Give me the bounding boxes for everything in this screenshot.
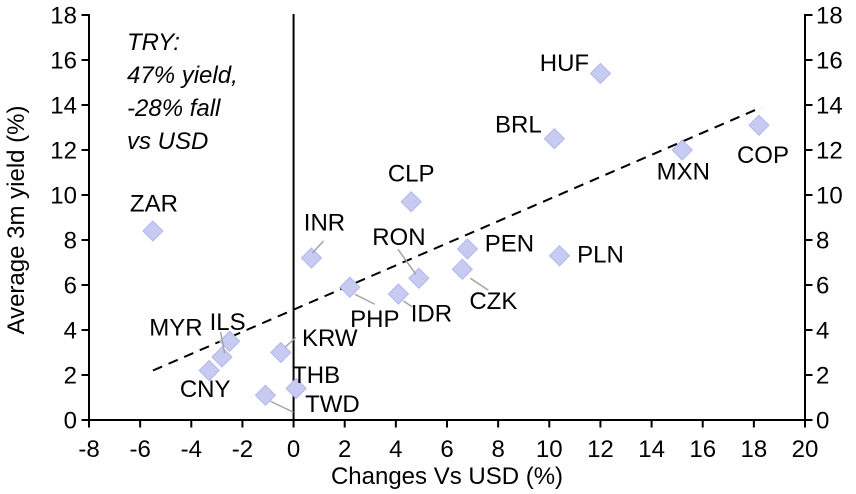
x-tick-label: 10: [536, 436, 563, 463]
point-label-KRW: KRW: [302, 325, 358, 352]
point-label-MYR: MYR: [149, 315, 202, 342]
y-tick-label-right: 10: [816, 183, 843, 210]
data-point-CLP: [400, 191, 422, 213]
x-tick-label: 18: [741, 436, 768, 463]
x-axis-title: Changes Vs USD (%): [331, 463, 563, 490]
y-tick-label-left: 4: [64, 318, 77, 345]
point-label-IDR: IDR: [411, 301, 452, 328]
x-tick-label: 2: [338, 436, 351, 463]
point-label-PEN: PEN: [485, 231, 534, 258]
data-point-PEN: [456, 238, 479, 260]
x-tick-label: -6: [129, 436, 150, 463]
y-tick-label-left: 8: [64, 228, 77, 255]
data-point-TWD: [254, 384, 277, 406]
leader-line-INR: [311, 240, 325, 254]
leader-line-TWD: [270, 400, 294, 413]
y-tick-label-left: 14: [50, 93, 77, 120]
leader-line-RON: [397, 248, 417, 275]
data-point-BRL: [543, 128, 566, 150]
x-tick-label: 8: [491, 436, 504, 463]
data-point-PLN: [548, 245, 571, 267]
x-tick-label: 0: [287, 436, 300, 463]
point-label-COP: COP: [737, 142, 789, 169]
data-point-ZAR: [142, 220, 164, 242]
y-tick-label-right: 4: [816, 318, 829, 345]
data-point-COP: [748, 114, 770, 136]
y-tick-label-right: 8: [816, 228, 829, 255]
data-point-HUF: [589, 62, 612, 85]
point-label-CZK: CZK: [469, 288, 517, 315]
y-tick-label-right: 14: [816, 93, 843, 120]
annotation-line: vs USD: [127, 128, 208, 155]
data-point-PHP: [339, 276, 361, 298]
point-label-MXN: MXN: [657, 159, 710, 186]
annotation-line: 47% yield,: [127, 62, 238, 89]
point-label-TWD: TWD: [305, 391, 360, 418]
x-tick-label: 20: [792, 436, 819, 463]
x-tick-label: -8: [78, 436, 99, 463]
y-tick-label-right: 12: [816, 138, 843, 165]
x-tick-label: 14: [638, 436, 665, 463]
trend-line: [152, 106, 762, 372]
data-point-MYR: [211, 346, 233, 368]
point-label-CLP: CLP: [388, 160, 435, 187]
point-label-THB: THB: [292, 362, 340, 389]
annotation-line: -28% fall: [127, 95, 221, 122]
point-label-HUF: HUF: [540, 50, 589, 77]
data-point-CNY: [198, 359, 220, 382]
y-tick-label-left: 6: [64, 273, 77, 300]
data-point-INR: [300, 247, 323, 269]
leader-line-PHP: [354, 293, 376, 305]
point-label-PHP: PHP: [350, 306, 399, 333]
leader-line-KRW: [284, 336, 297, 349]
y-tick-label-right: 16: [816, 48, 843, 75]
leader-line-IDR: [402, 300, 413, 308]
point-label-INR: INR: [304, 210, 345, 237]
x-tick-label: 6: [440, 436, 453, 463]
x-tick-label: 16: [689, 436, 716, 463]
x-tick-label: -2: [232, 436, 253, 463]
y-tick-label-left: 12: [50, 138, 77, 165]
data-point-RON: [408, 267, 430, 289]
annotation-try: TRY: 47% yield, -28% fall vs USD: [127, 29, 238, 155]
leader-line-ILS: [219, 332, 226, 354]
y-tick-label-right: 6: [816, 273, 829, 300]
point-label-RON: RON: [372, 224, 425, 251]
x-tick-label: 4: [389, 436, 402, 463]
data-point-THB: [285, 377, 307, 400]
y-tick-label-left: 2: [64, 363, 77, 390]
point-label-ILS: ILS: [210, 309, 246, 336]
point-label-PLN: PLN: [577, 241, 624, 268]
leader-line-CZK: [469, 277, 489, 291]
y-tick-label-left: 10: [50, 183, 77, 210]
data-point-ILS: [218, 330, 241, 352]
data-point-MXN: [671, 139, 693, 161]
y-tick-label-right: 2: [816, 363, 829, 390]
y-tick-label-right: 18: [816, 3, 843, 30]
point-label-BRL: BRL: [495, 111, 542, 138]
y-tick-label-left: 18: [50, 3, 77, 30]
y-tick-label-left: 16: [50, 48, 77, 75]
y-tick-label-left: 0: [64, 408, 77, 435]
data-point-IDR: [387, 283, 410, 305]
y-tick-label-right: 0: [816, 408, 829, 435]
point-label-CNY: CNY: [180, 376, 231, 403]
y-axis-title: Average 3m yield (%): [3, 106, 30, 335]
annotation-line: TRY:: [127, 29, 180, 56]
x-tick-label: -4: [181, 436, 202, 463]
point-label-ZAR: ZAR: [130, 191, 178, 218]
data-point-CZK: [451, 258, 474, 280]
x-tick-label: 12: [587, 436, 614, 463]
data-point-KRW: [270, 341, 292, 364]
